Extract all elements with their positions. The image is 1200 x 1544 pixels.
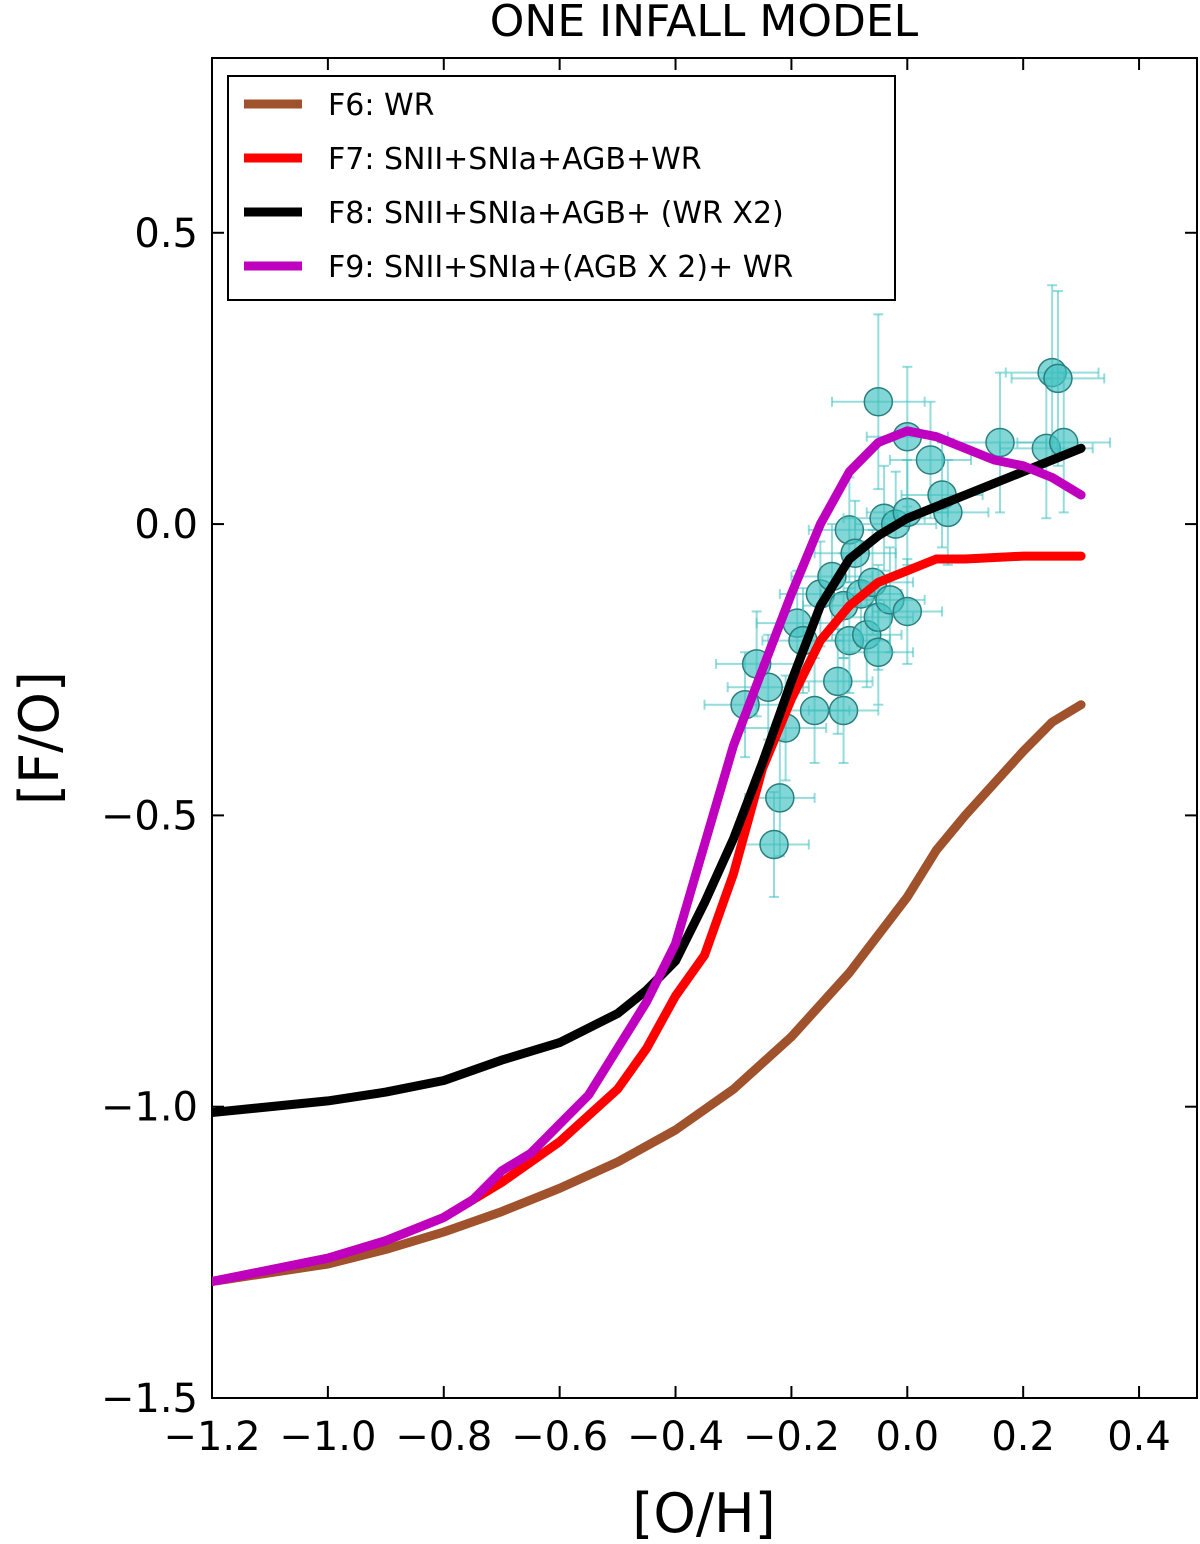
x-tick-label: 0.2 [991,1414,1055,1460]
observation-point [830,313,926,491]
observation-marker [985,427,1015,458]
observation-point [842,598,915,706]
observation-marker [828,695,859,726]
observation-marker [915,445,946,475]
observation-marker [765,783,795,813]
y-tick-label: −1.0 [101,1085,198,1131]
x-tick-label: 0.0 [875,1414,939,1460]
legend-label: F8: SNII+SNIa+AGB+ (WR X2) [328,196,784,231]
observation-marker [892,596,923,627]
x-tick-label: −0.2 [743,1414,840,1460]
legend-label: F6: WR [328,88,435,123]
x-axis-label: [O/H] [632,1482,775,1544]
legend-box [227,75,896,301]
observation-point [871,558,944,665]
y-tick-label: −0.5 [101,793,198,839]
axis-ticks: −1.2 −1.0 −0.8 −0.6 −0.4 −0.2 0.0 0.2 0.4 −1.5 −1.… [101,58,1197,1460]
series-line [212,443,1086,1117]
observation-marker [823,666,853,697]
observation-marker [863,386,894,417]
legend-label: F9: SNII+SNIa+(AGB X 2)+ WR [328,250,793,285]
x-tick-label: 0.4 [1107,1414,1171,1460]
model-lines [212,426,1086,1286]
observation-marker [759,829,789,860]
y-tick-label: 0.5 [134,211,198,257]
chart-title: ONE INFALL MODEL [490,0,919,47]
x-tick-label: −1.0 [279,1414,376,1460]
observation-point [1010,290,1106,467]
observation-marker [1043,363,1073,394]
y-axis-label: [F/O] [8,671,71,805]
legend: F6: WR F7: SNII+SNIa+AGB+WR F8: SNII+SNIa+… [227,75,896,301]
x-tick-label: −1.2 [163,1414,260,1460]
x-tick-label: −0.6 [511,1414,608,1460]
observation-point [807,657,880,764]
series-line [212,700,1086,1286]
x-tick-label: −0.4 [627,1414,724,1460]
legend-label: F7: SNII+SNIa+AGB+WR [328,142,702,177]
observation-point [738,791,810,898]
y-tick-label: 0.0 [134,502,198,548]
y-tick-label: −1.5 [101,1376,198,1422]
series-line [212,426,1086,1286]
x-tick-label: −0.8 [395,1414,492,1460]
